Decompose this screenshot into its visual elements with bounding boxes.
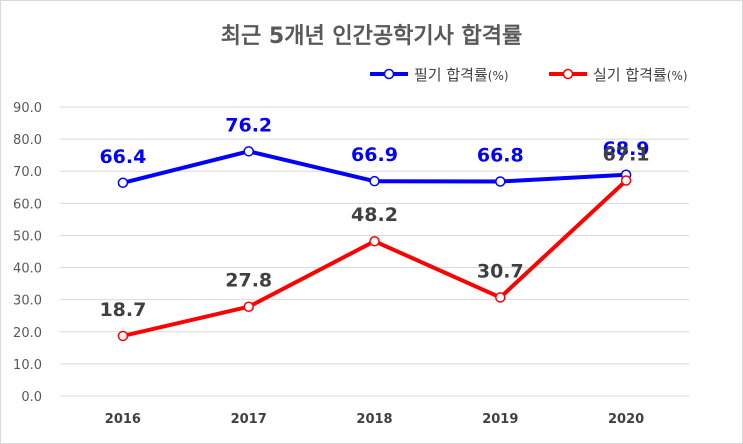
data-point bbox=[369, 235, 380, 247]
data-point bbox=[495, 176, 506, 187]
y-tick-label: 20.0 bbox=[13, 326, 42, 341]
y-tick-label: 0.0 bbox=[21, 390, 42, 405]
data-label: 66.9 bbox=[351, 144, 398, 166]
y-tick-label: 30.0 bbox=[13, 294, 42, 309]
y-tick-label: 10.0 bbox=[13, 358, 42, 373]
y-tick-label: 40.0 bbox=[13, 262, 42, 277]
legend-marker bbox=[562, 68, 574, 80]
series-lines bbox=[117, 146, 632, 342]
y-tick-label: 90.0 bbox=[13, 101, 42, 116]
y-axis-ticks: 0.0 10.0 20.0 30.0 40.0 50.0 60.0 70.0 80.0 90.0 bbox=[13, 101, 42, 405]
x-tick-label: 2017 bbox=[231, 412, 267, 427]
data-label: 18.7 bbox=[99, 299, 146, 321]
x-tick-label: 2018 bbox=[356, 412, 392, 427]
data-label: 66.8 bbox=[477, 144, 524, 166]
data-point bbox=[369, 175, 380, 187]
data-point bbox=[620, 175, 632, 186]
x-tick-label: 2020 bbox=[608, 412, 644, 427]
data-label: 30.7 bbox=[477, 260, 524, 282]
data-label: 27.8 bbox=[225, 270, 272, 292]
data-label: 66.4 bbox=[99, 146, 146, 168]
y-tick-label: 70.0 bbox=[13, 165, 42, 180]
y-tick-label: 60.0 bbox=[13, 197, 42, 212]
data-point bbox=[495, 292, 506, 303]
chart-title: 최근 5개년 인간공학기사 합격률 bbox=[220, 24, 523, 49]
legend: 필기 합격률(%) 실기 합격률(%) bbox=[370, 66, 688, 84]
data-label: 76.2 bbox=[225, 114, 272, 136]
data-point bbox=[243, 301, 254, 312]
legend-label: 필기 합격률(%) bbox=[414, 66, 509, 84]
legend-label: 실기 합격률(%) bbox=[593, 66, 688, 84]
gridlines bbox=[60, 106, 689, 397]
legend-marker bbox=[383, 68, 395, 80]
data-point bbox=[243, 146, 254, 157]
data-point bbox=[117, 177, 129, 189]
data-label: 68.9 bbox=[603, 138, 650, 160]
x-tick-label: 2016 bbox=[105, 412, 141, 427]
x-axis-ticks: 2016 2017 2018 2019 2020 bbox=[105, 412, 644, 427]
data-labels: 66.4 76.2 66.9 66.8 68.9 18.7 27.8 48.2 30.7 67.1 bbox=[99, 114, 649, 321]
x-tick-label: 2019 bbox=[482, 412, 518, 427]
y-tick-label: 50.0 bbox=[13, 229, 42, 244]
y-tick-label: 80.0 bbox=[13, 133, 42, 148]
data-label: 48.2 bbox=[351, 204, 398, 226]
data-point bbox=[117, 330, 129, 342]
data-label: 67.1 bbox=[603, 144, 650, 166]
